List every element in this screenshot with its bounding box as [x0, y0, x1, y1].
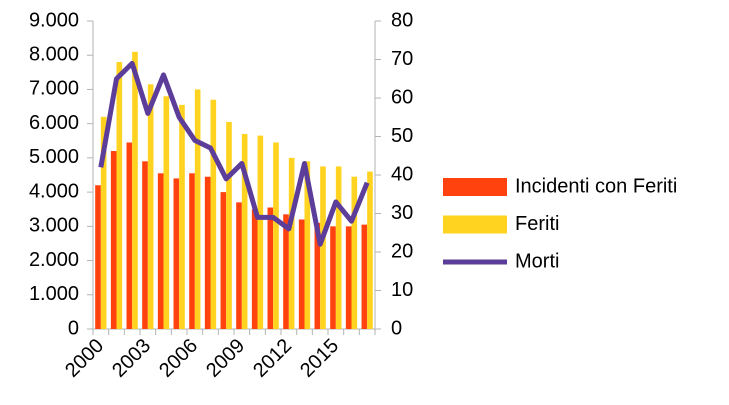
bar [126, 142, 133, 329]
y2-tick-label: 10 [391, 279, 413, 301]
bar [351, 176, 358, 329]
y-tick-label: 6.000 [29, 112, 79, 134]
bar [179, 104, 185, 329]
bar [132, 51, 138, 330]
y-tick-label: 0 [68, 317, 79, 339]
bar [95, 185, 101, 329]
legend-label: Morti [515, 250, 559, 272]
bar [163, 96, 170, 330]
bar [335, 166, 342, 329]
y-tick-label: 3.000 [29, 215, 79, 237]
bar [173, 178, 180, 329]
y-tick-label: 7.000 [29, 78, 79, 100]
bar [226, 121, 232, 329]
bar [220, 192, 227, 329]
y2-tick-label: 80 [391, 9, 413, 31]
y-tick-label: 4.000 [29, 180, 79, 202]
line [98, 60, 370, 247]
bar [298, 219, 305, 329]
bar [241, 133, 248, 329]
bar [288, 157, 295, 329]
bar [267, 207, 274, 329]
x-tick-label: 2006 [155, 335, 202, 382]
bar [314, 222, 321, 329]
x-tick-label: 2000 [61, 335, 108, 382]
bar [110, 151, 117, 329]
bar [116, 62, 123, 330]
legend-label: Incidenti con Feriti [515, 175, 677, 197]
bar [189, 173, 195, 329]
bar [157, 173, 164, 329]
bar [320, 166, 326, 329]
y-tick-label: 5.000 [29, 146, 79, 168]
bar [142, 161, 148, 329]
bar [257, 135, 264, 329]
x-tick-label: 2012 [249, 335, 296, 382]
x-tick-label: 2015 [296, 335, 343, 382]
y2-tick-label: 50 [391, 125, 413, 147]
bar [236, 202, 242, 329]
bar [194, 89, 201, 329]
legend-swatch [443, 215, 507, 234]
y2-tick-label: 70 [391, 48, 413, 70]
bar [283, 214, 289, 329]
y2-tick-label: 40 [391, 163, 413, 185]
bar [100, 116, 107, 329]
legend-swatch [443, 178, 507, 196]
bar [330, 226, 336, 329]
bar [361, 224, 368, 329]
y2-tick-label: 0 [391, 317, 402, 339]
bar [273, 142, 279, 329]
y2-tick-label: 20 [391, 240, 413, 262]
y2-tick-label: 30 [391, 202, 413, 224]
y-tick-label: 1.000 [29, 283, 79, 305]
y-tick-label: 2.000 [29, 249, 79, 271]
y-tick-label: 9.000 [29, 9, 79, 31]
bar [367, 171, 373, 329]
bar [210, 99, 217, 329]
x-tick-label: 2003 [108, 335, 155, 382]
x-tick-label: 2009 [202, 335, 249, 382]
bar [304, 161, 311, 329]
y2-tick-label: 60 [391, 86, 413, 108]
bar [251, 209, 258, 329]
y-tick-label: 8.000 [29, 44, 79, 66]
bar [345, 226, 352, 329]
legend-label: Feriti [515, 213, 559, 235]
bar [147, 84, 154, 329]
bar [204, 176, 211, 329]
